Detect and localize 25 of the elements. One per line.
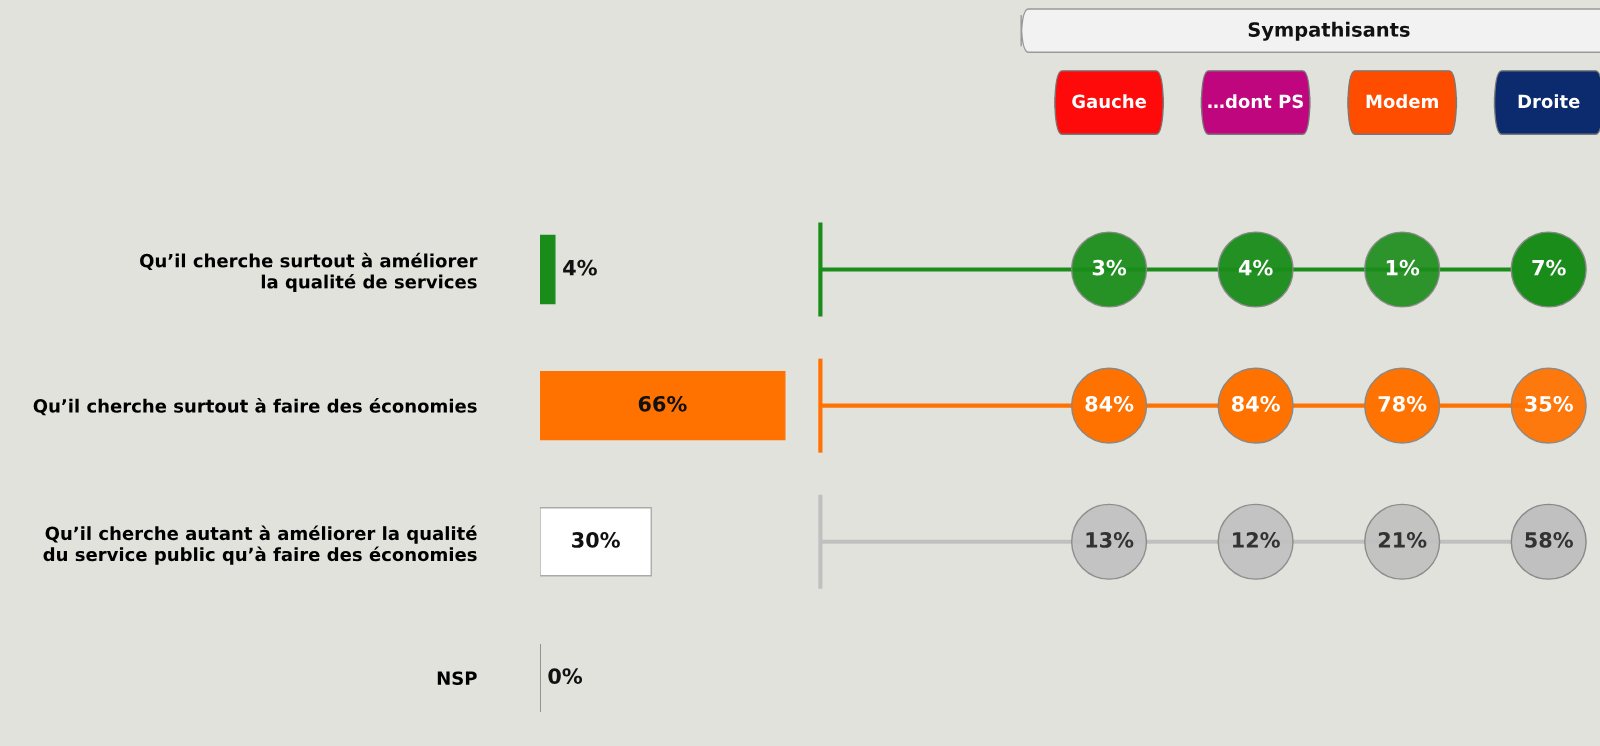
text: Sympathisants: [1248, 21, 1410, 41]
data-label: 84%: [1085, 395, 1134, 412]
data-label: 1%: [1386, 259, 1420, 276]
data-label: 58%: [1525, 532, 1573, 548]
data-label: 0%: [548, 668, 583, 684]
category-label: Droite: [1518, 94, 1580, 109]
data-label: 13%: [1086, 532, 1134, 548]
y-tick-label: NSP: [437, 671, 477, 686]
data-label: 7%: [1532, 259, 1566, 276]
data-label: 21%: [1378, 532, 1427, 548]
y-tick-label: Qu’il cherche surtout à améliorer la qualité de services: [140, 252, 478, 293]
y-tick-label: Qu’il cherche surtout à faire des économies: [33, 398, 477, 416]
data-label: 84%: [1231, 395, 1280, 412]
category-label: Modem: [1366, 94, 1438, 109]
data-label: 3%: [1092, 259, 1127, 276]
data-label: 4%: [563, 259, 597, 276]
data-label: 66%: [638, 395, 687, 412]
data-label: 35%: [1525, 395, 1573, 412]
data-label: 12%: [1233, 532, 1280, 548]
data-label: 78%: [1378, 395, 1427, 412]
y-tick-label: Qu’il cherche autant à améliorer la qualité du service public qu’à faire des économies: [43, 525, 477, 565]
data-label: 4%: [1238, 259, 1273, 276]
category-label: Gauche: [1072, 94, 1147, 109]
data-label: 30%: [572, 532, 620, 548]
category-label: …dont PS: [1208, 94, 1303, 109]
